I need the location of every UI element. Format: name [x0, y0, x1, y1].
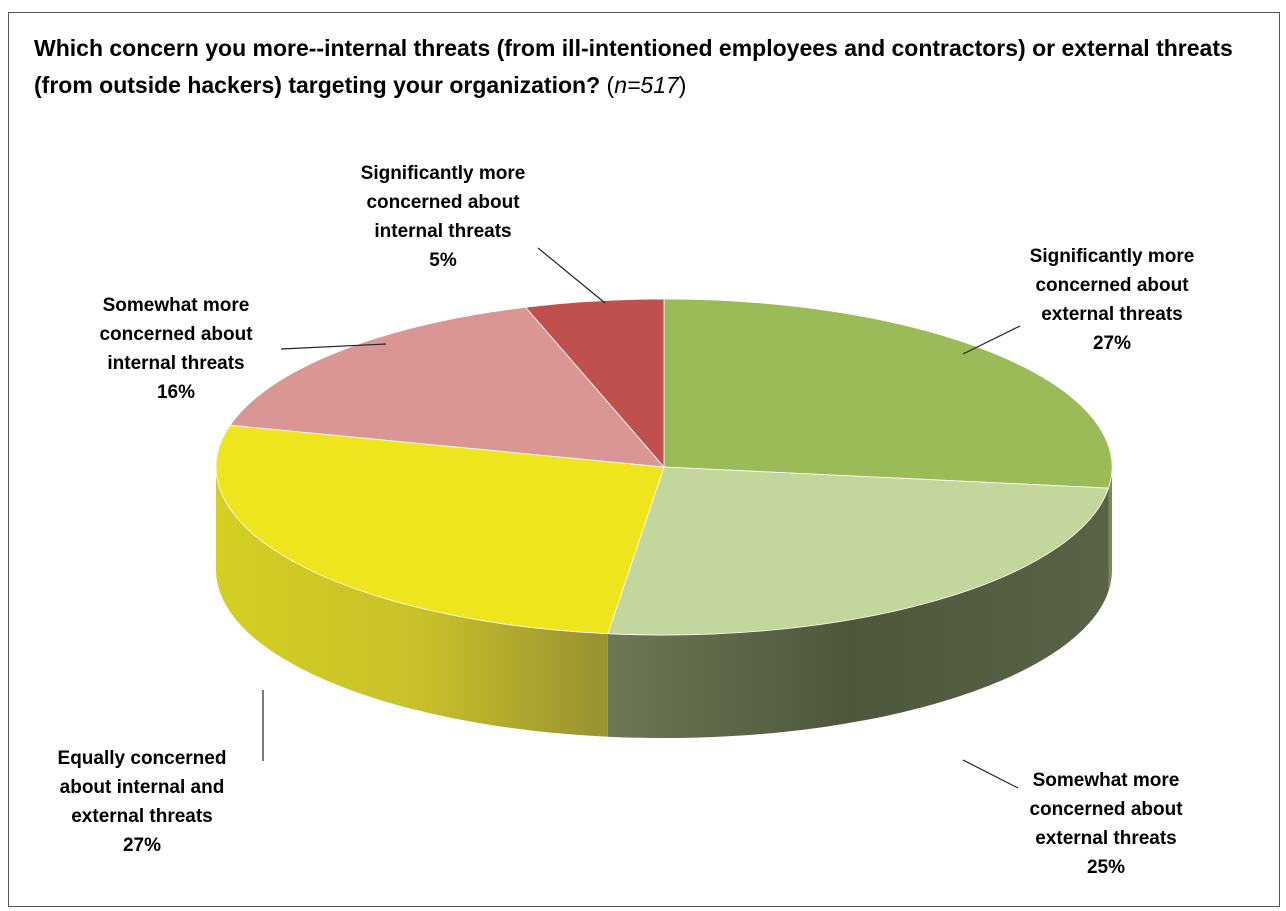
pie-slice-2: [607, 466, 1110, 636]
slice-value-3: 27%: [123, 835, 161, 856]
pie-slice-side-3: [216, 467, 608, 737]
leader-line-5: [537, 247, 606, 304]
leader-line-1: [962, 325, 1021, 355]
slice-label-2: Somewhat more concerned about external thr…: [1029, 770, 1183, 849]
pie-slice-5: [524, 298, 665, 469]
slice-label-3: Equally concerned about internal and exter…: [58, 748, 227, 827]
slice-value-1: 27%: [1093, 333, 1131, 354]
slice-label-1: Significantly more concerned about externa…: [1030, 246, 1195, 325]
slice-value-2: 25%: [1087, 857, 1125, 878]
slice-value-4: 16%: [157, 382, 195, 403]
leader-lines: [262, 247, 1021, 789]
pie-slice-3: [215, 424, 665, 635]
slice-label-5: Significantly more concerned about interna…: [361, 163, 526, 242]
slice-labels: Significantly more concerned about externa…: [58, 163, 1195, 878]
chart-title-text: Which concern you more--internal threats…: [34, 35, 1233, 98]
sample-size-note: n=517: [614, 72, 679, 98]
leader-line-4: [280, 343, 387, 350]
pie-slices: [215, 298, 1113, 739]
slice-label-4: Somewhat more concerned about internal thr…: [99, 295, 253, 374]
pie-slice-1: [663, 298, 1113, 489]
pie-slice-side-1: [1108, 467, 1113, 592]
slice-value-5: 5%: [429, 250, 457, 271]
leader-line-2: [962, 759, 1019, 789]
chart-title: Which concern you more--internal threats…: [34, 35, 1233, 98]
pie-slice-4: [229, 306, 665, 468]
pie-slice-side-2: [607, 488, 1109, 739]
